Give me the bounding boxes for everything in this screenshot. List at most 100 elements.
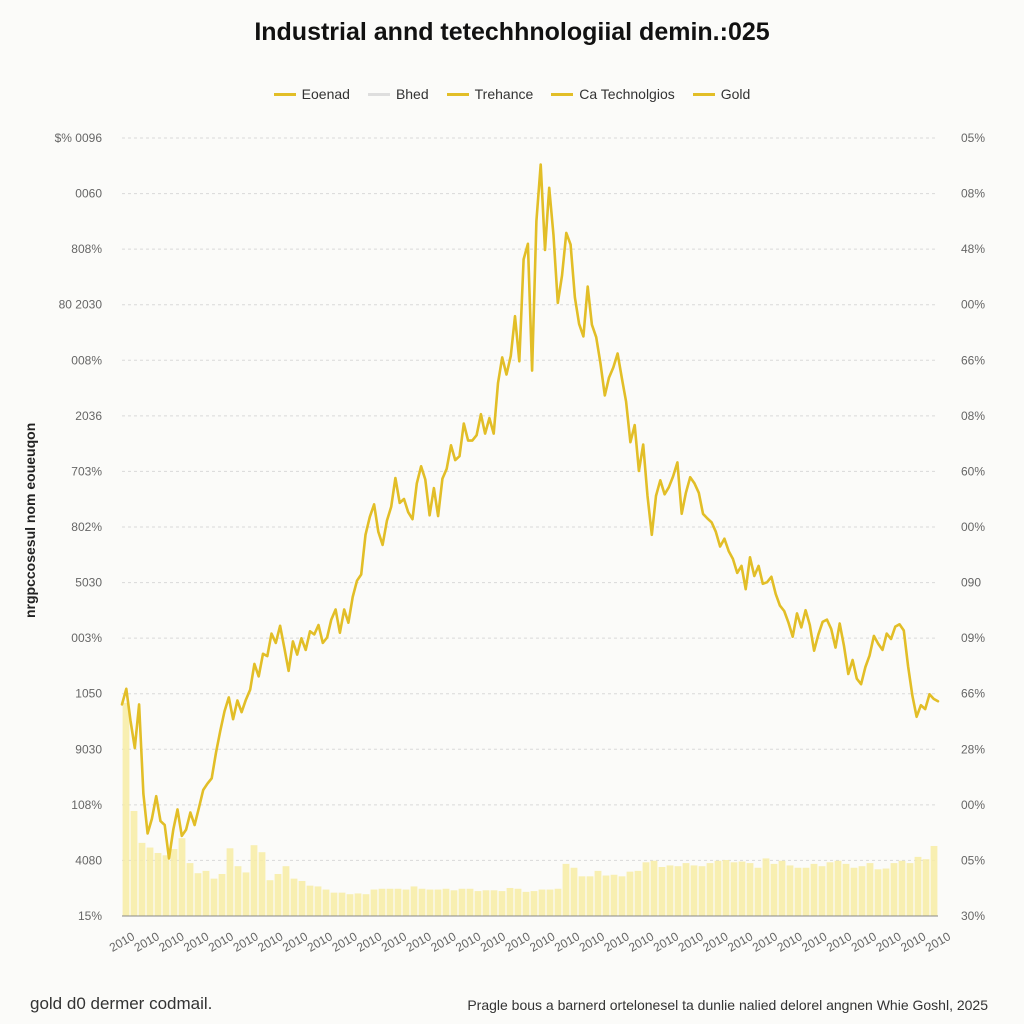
bar bbox=[490, 890, 498, 916]
bar bbox=[434, 889, 442, 916]
legend-label: Gold bbox=[720, 86, 751, 102]
bar bbox=[290, 878, 298, 916]
legend-label: Eoenad bbox=[301, 86, 350, 102]
bar bbox=[554, 888, 562, 916]
bar bbox=[498, 891, 506, 916]
bar bbox=[858, 866, 866, 916]
bar bbox=[274, 873, 282, 916]
bar bbox=[298, 880, 306, 916]
bar bbox=[618, 876, 626, 916]
bar bbox=[594, 870, 602, 916]
bar bbox=[146, 847, 154, 916]
bar bbox=[754, 867, 762, 916]
bar bbox=[570, 867, 578, 916]
y-tick-label-left: 003% bbox=[71, 631, 102, 645]
bar bbox=[666, 865, 674, 916]
bar bbox=[834, 860, 842, 916]
bar bbox=[706, 863, 714, 916]
bar bbox=[538, 889, 546, 916]
bar bbox=[882, 868, 890, 916]
bar bbox=[818, 866, 826, 916]
bar bbox=[306, 885, 314, 916]
bar bbox=[346, 894, 354, 916]
bar bbox=[242, 872, 250, 916]
bar bbox=[530, 891, 538, 916]
bar bbox=[210, 878, 218, 916]
bar bbox=[650, 860, 658, 916]
bar bbox=[786, 865, 794, 916]
legend-item-ca-technolgios: Ca Technolgios bbox=[551, 86, 675, 102]
x-tick-label: 2010 bbox=[923, 929, 953, 955]
bar bbox=[314, 886, 322, 916]
bar bbox=[250, 845, 258, 916]
footer-left-text: gold d0 dermer codmail. bbox=[30, 994, 213, 1013]
bar bbox=[802, 867, 810, 916]
chart-legend: Eoenad Bhed Trehance Ca Technolgios Gold bbox=[0, 86, 1024, 102]
bar bbox=[794, 867, 802, 916]
bar bbox=[378, 888, 386, 916]
y-tick-label-right: 09% bbox=[961, 631, 985, 645]
bar bbox=[658, 866, 666, 916]
y-tick-label-right: 08% bbox=[961, 187, 985, 201]
y-tick-label-left: $% 0096 bbox=[55, 131, 103, 145]
bar bbox=[826, 862, 834, 916]
y-tick-label-left: 2036 bbox=[75, 409, 102, 423]
footer-right-text: Pragle bous a barnerd ortelonesel ta dun… bbox=[467, 997, 988, 1013]
bar bbox=[122, 702, 130, 916]
y-tick-label-right: 05% bbox=[961, 131, 985, 145]
legend-label: Bhed bbox=[395, 86, 429, 102]
bar bbox=[466, 888, 474, 916]
bar bbox=[842, 863, 850, 916]
y-tick-label-left: 0060 bbox=[75, 187, 102, 201]
bar bbox=[138, 842, 146, 916]
y-tick-label-right: 00% bbox=[961, 298, 985, 312]
bar bbox=[186, 863, 194, 916]
bar bbox=[410, 886, 418, 916]
bar bbox=[522, 891, 530, 916]
bar bbox=[178, 838, 186, 916]
bar bbox=[162, 855, 170, 916]
bar bbox=[890, 863, 898, 916]
bar bbox=[370, 889, 378, 916]
bar bbox=[394, 888, 402, 916]
bar bbox=[642, 862, 650, 916]
y-tick-label-right: 00% bbox=[961, 798, 985, 812]
legend-item-bhed: Bhed bbox=[367, 86, 429, 102]
bar bbox=[778, 860, 786, 916]
y-tick-label-right: 00% bbox=[961, 520, 985, 534]
bar bbox=[722, 859, 730, 916]
bar bbox=[218, 873, 226, 916]
bar bbox=[874, 869, 882, 916]
y-tick-label-left: 802% bbox=[71, 520, 102, 534]
y-tick-label-right: 66% bbox=[961, 687, 985, 701]
bar bbox=[258, 852, 266, 916]
bar bbox=[634, 870, 642, 916]
bar bbox=[866, 863, 874, 916]
y-tick-label-left: 008% bbox=[71, 353, 102, 367]
legend-swatch bbox=[551, 92, 574, 96]
y-tick-label-left: 703% bbox=[71, 464, 102, 478]
bar bbox=[170, 849, 178, 916]
chart-title: Industrial annd tetechhnologiial demin.:… bbox=[254, 18, 770, 46]
y-tick-label-right: 28% bbox=[961, 742, 985, 756]
bar bbox=[746, 863, 754, 916]
bar bbox=[714, 860, 722, 916]
legend-item-trehance: Trehance bbox=[446, 86, 533, 102]
bar bbox=[506, 887, 514, 916]
legend-swatch bbox=[367, 92, 390, 96]
y-tick-label-right: 30% bbox=[961, 909, 985, 923]
bar bbox=[322, 889, 330, 916]
bar bbox=[514, 888, 522, 916]
bar bbox=[930, 845, 938, 916]
bar bbox=[914, 856, 922, 916]
bar bbox=[354, 893, 362, 916]
legend-item-gold: Gold bbox=[692, 86, 751, 102]
bar bbox=[626, 871, 634, 916]
bar bbox=[194, 873, 202, 916]
bar bbox=[810, 863, 818, 916]
y-tick-label-right: 66% bbox=[961, 353, 985, 367]
bar bbox=[386, 888, 394, 916]
bar bbox=[770, 863, 778, 916]
bar bbox=[586, 876, 594, 916]
